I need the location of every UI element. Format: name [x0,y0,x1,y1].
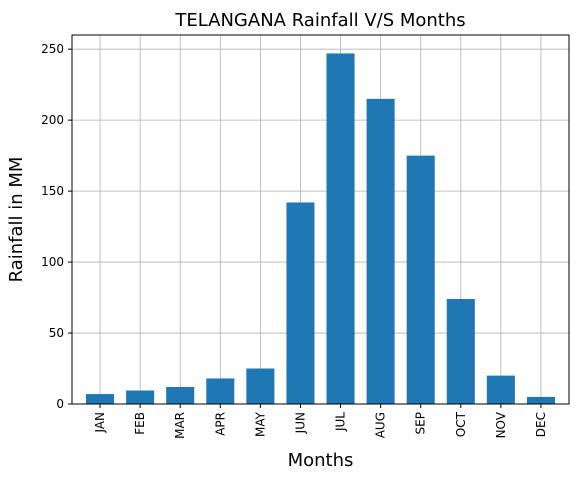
bar-jul [326,53,355,404]
y-tick-label: 200 [41,113,64,127]
bar-feb [126,390,155,404]
y-tick-label: 0 [56,397,64,411]
grid-layer [72,35,569,405]
bar-aug [366,98,395,404]
x-tick-label: MAY [253,411,267,437]
x-tick-label: FEB [133,412,147,435]
bar-sep [406,155,435,404]
x-tick-label: MAR [173,412,187,439]
x-tick-label: JUL [334,412,348,432]
x-tick-label: OCT [454,411,468,437]
bar-may [246,368,275,404]
x-tick-label: JUN [293,412,307,434]
x-tick-label: AUG [374,412,388,438]
y-tick-label: 250 [41,42,64,56]
bar-jan [86,394,115,404]
chart-title: TELANGANA Rainfall V/S Months [174,10,465,31]
x-tick-label: NOV [494,411,508,438]
x-tick-label: APR [213,412,227,436]
bar-dec [526,396,555,404]
y-tick-label: 150 [41,184,64,198]
bar-oct [446,298,475,404]
x-tick-label: DEC [534,412,548,437]
bar-mar [166,386,195,404]
plot-frame [71,34,570,405]
bar-apr [206,378,235,404]
ticks-layer: JAN FEB MAR APR MAY JUN JUL AUG SEP OCT NOV DEC 0 50 1… [41,42,548,439]
x-tick-label: JAN [93,412,107,434]
bars-layer [86,53,555,404]
y-tick-label: 100 [41,255,64,269]
bar-jun [286,202,315,404]
y-axis-label: Rainfall in MM [6,157,27,283]
x-tick-label: SEP [414,412,428,434]
y-tick-label: 50 [49,326,64,340]
x-axis-label: Months [288,450,354,471]
bar-nov [486,375,515,404]
